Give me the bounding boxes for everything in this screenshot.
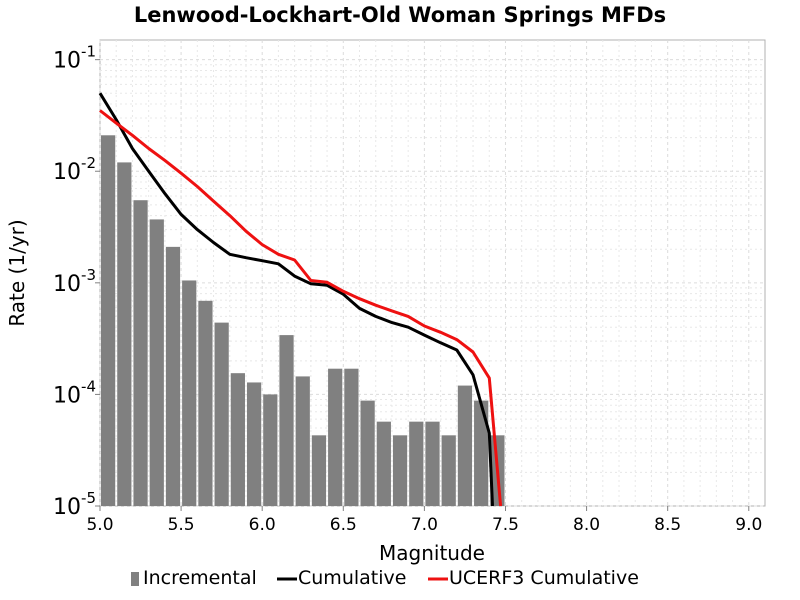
x-axis-label: Magnitude [379, 541, 485, 565]
x-tick-label: 6.5 [330, 515, 357, 535]
incremental-bar [425, 421, 440, 506]
x-tick-label: 5.0 [86, 515, 113, 535]
incremental-bar [360, 400, 375, 506]
incremental-bar [246, 382, 262, 506]
chart-title: Lenwood-Lockhart-Old Woman Springs MFDs [134, 3, 666, 27]
incremental-bar [279, 335, 294, 506]
x-tick-label: 6.0 [249, 515, 276, 535]
ucerf3-cumulative-line [99, 109, 503, 507]
y-tick-label: 10-2 [53, 154, 96, 185]
x-tick-label: 8.0 [573, 515, 600, 535]
incremental-bar [392, 435, 408, 506]
y-tick-label: 10-1 [53, 43, 96, 74]
cumulative-lines [98, 92, 503, 507]
incremental-bar [263, 394, 278, 506]
y-axis-label: Rate (1/yr) [5, 219, 29, 326]
incremental-bar [376, 421, 391, 506]
y-axis-ticks: 10-1 10-2 10-3 10-4 10-5 [53, 43, 100, 520]
x-tick-label: 9.0 [735, 515, 762, 535]
legend-label-cumulative: Cumulative [298, 567, 406, 589]
y-tick-label: 10-3 [53, 266, 96, 297]
incremental-bar [117, 162, 132, 506]
incremental-bar [133, 200, 148, 506]
incremental-bar [441, 435, 456, 506]
legend-swatch-incremental [131, 572, 139, 586]
incremental-bar [182, 280, 197, 506]
x-tick-label: 5.5 [168, 515, 195, 535]
x-tick-label: 7.0 [411, 515, 438, 535]
y-tick-label: 10-5 [53, 489, 96, 520]
incremental-bar [198, 300, 213, 506]
x-tick-label: 8.5 [654, 515, 681, 535]
incremental-bar [149, 219, 164, 506]
incremental-bar [230, 373, 245, 506]
incremental-bar [101, 135, 116, 506]
incremental-bar [328, 368, 343, 506]
x-axis-ticks: 5.0 5.5 6.0 6.5 7.0 7.5 8.0 8.5 9.0 [86, 506, 762, 535]
cumulative-line [98, 92, 494, 507]
legend: Incremental Cumulative UCERF3 Cumulative [131, 567, 639, 589]
incremental-bar [214, 322, 229, 506]
incremental-bar [344, 368, 359, 506]
legend-label-ucerf3: UCERF3 Cumulative [449, 567, 639, 589]
incremental-bar [457, 385, 473, 506]
x-tick-label: 7.5 [492, 515, 519, 535]
incremental-bar [295, 376, 310, 506]
incremental-bar [311, 435, 327, 506]
incremental-bar [474, 400, 489, 506]
incremental-bar [409, 421, 424, 506]
legend-label-incremental: Incremental [143, 567, 257, 589]
y-tick-label: 10-4 [53, 377, 96, 408]
incremental-bar [165, 246, 181, 506]
